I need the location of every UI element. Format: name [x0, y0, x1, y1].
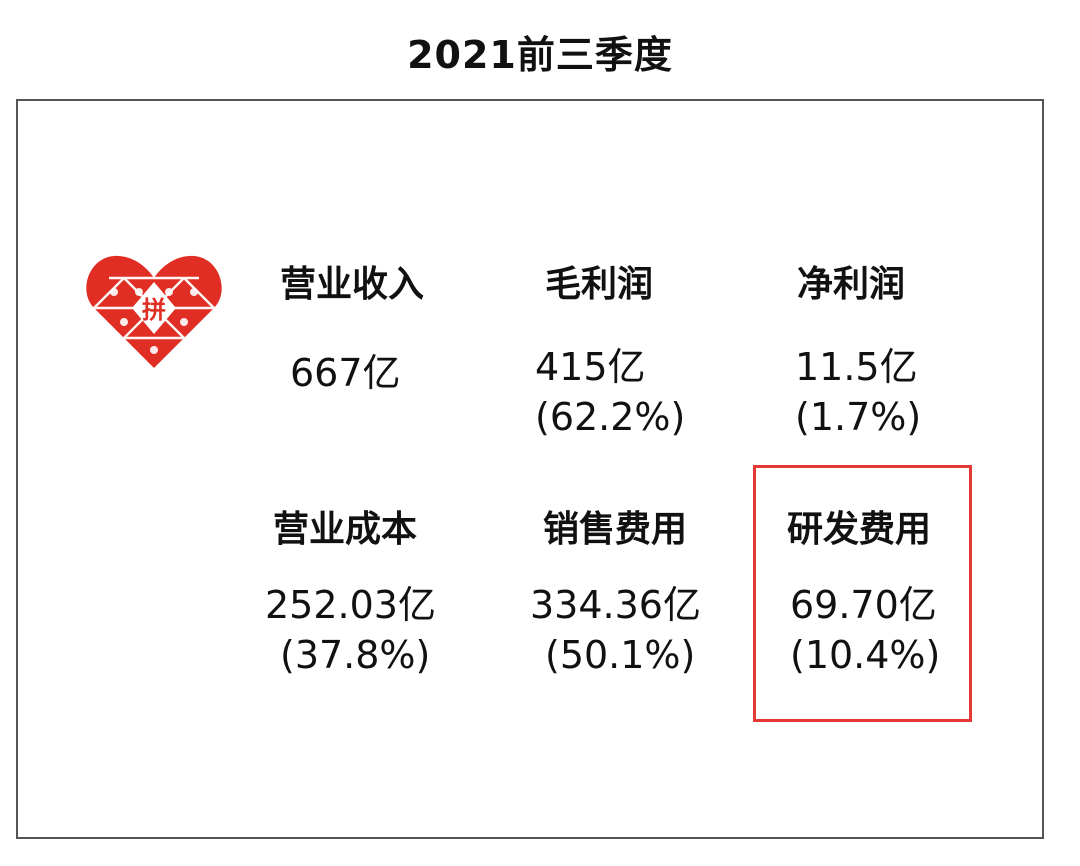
metric-label-operating-cost: 营业成本 — [273, 509, 418, 550]
metric-value-gross-profit: 415亿 — [535, 345, 646, 389]
metric-share-sales-expense: (50.1%) — [545, 633, 696, 677]
metric-share-rd-expense: (10.4%) — [790, 633, 941, 677]
pinduoduo-logo: 拼 — [86, 255, 222, 368]
metric-share-net-profit: (1.7%) — [795, 395, 922, 439]
metric-value-net-profit: 11.5亿 — [795, 345, 918, 389]
svg-text:拼: 拼 — [142, 296, 166, 324]
metric-label-gross-profit: 毛利润 — [545, 264, 654, 305]
metric-label-revenue: 营业收入 — [280, 264, 425, 305]
metric-value-rd-expense: 69.70亿 — [790, 583, 937, 627]
metric-value-operating-cost: 252.03亿 — [265, 583, 436, 627]
metric-value-revenue: 667亿 — [290, 351, 401, 395]
page-title: 2021前三季度 — [407, 33, 673, 77]
metric-share-operating-cost: (37.8%) — [280, 633, 431, 677]
metric-label-sales-expense: 销售费用 — [543, 509, 688, 550]
metric-share-gross-profit: (62.2%) — [535, 395, 686, 439]
metric-label-rd-expense: 研发费用 — [787, 509, 932, 550]
metric-label-net-profit: 净利润 — [797, 264, 906, 305]
metrics-panel — [16, 99, 1044, 839]
rd-highlight-box — [753, 465, 972, 722]
metric-value-sales-expense: 334.36亿 — [530, 583, 701, 627]
